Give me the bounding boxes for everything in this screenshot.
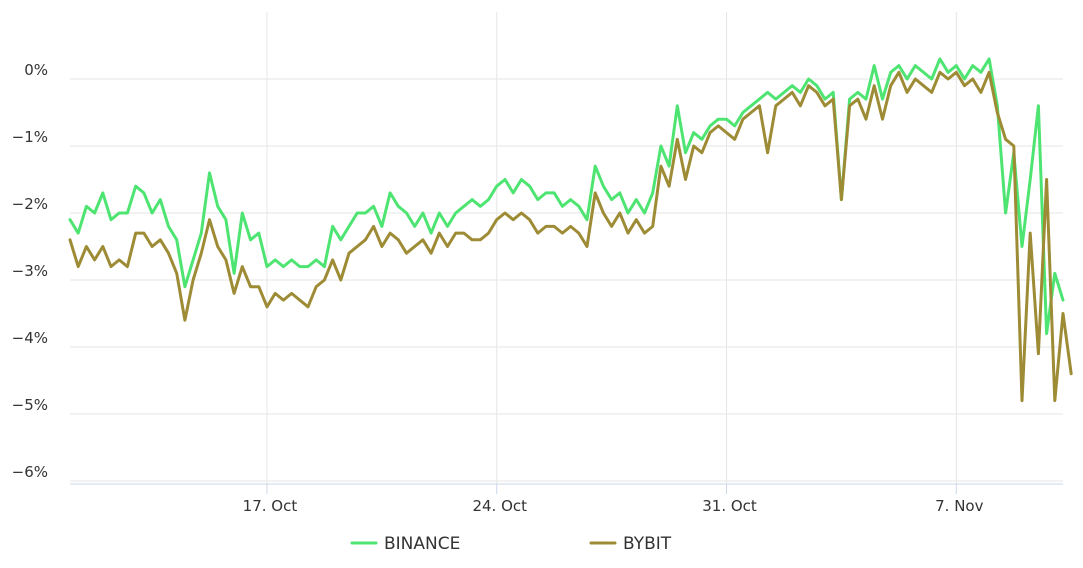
x-tick-label: 31. Oct — [702, 497, 757, 515]
y-tick-label: 0% — [24, 61, 48, 79]
y-tick-label: −5% — [12, 396, 48, 414]
y-tick-label: −2% — [12, 195, 48, 213]
y-tick-label: −6% — [12, 463, 48, 481]
x-tick-label: 17. Oct — [243, 497, 298, 515]
legend-label: BYBIT — [623, 534, 672, 554]
legend-item-binance[interactable]: BINANCE — [350, 534, 460, 554]
series-line-bybit — [68, 70, 1073, 403]
legend-item-bybit[interactable]: BYBIT — [589, 534, 672, 554]
y-tick-label: −1% — [12, 128, 48, 146]
y-axis-labels: 0% −1% −2% −3% −4% −5% −6% — [12, 61, 48, 481]
x-axis-labels: 17. Oct 24. Oct 31. Oct 7. Nov — [243, 497, 984, 515]
x-tick-label: 7. Nov — [935, 497, 983, 515]
legend[interactable]: BINANCE BYBIT — [350, 534, 672, 554]
y-tick-label: −3% — [12, 262, 48, 280]
series-lines — [68, 57, 1073, 403]
legend-label: BINANCE — [384, 534, 460, 554]
grid — [70, 12, 1063, 494]
x-tick-label: 24. Oct — [472, 497, 527, 515]
y-tick-label: −4% — [12, 329, 48, 347]
series-line-binance — [68, 57, 1065, 336]
